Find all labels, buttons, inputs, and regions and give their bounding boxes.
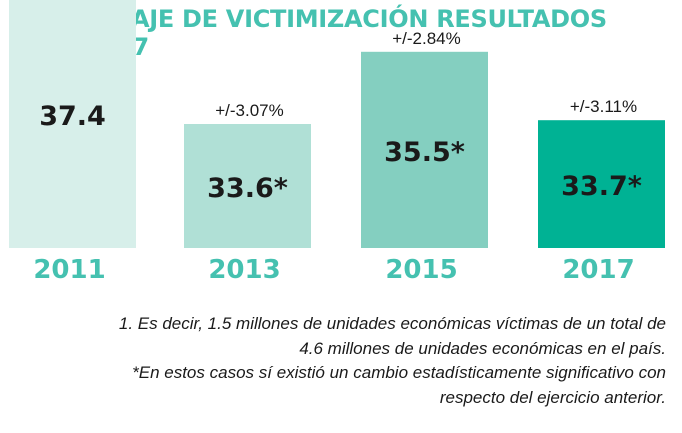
value-label-2017: 33.7* (561, 171, 642, 202)
bar-2011 (9, 0, 136, 248)
error-label-2013: +/-3.07% (215, 101, 284, 120)
error-label-2017: +/-3.11% (570, 97, 637, 116)
footnotes: 1. Es decir, 1.5 millones de unidades ec… (6, 312, 666, 410)
value-label-2013: 33.6* (207, 173, 288, 204)
error-label-2015: +/-2.84% (392, 29, 461, 48)
bar-2015 (361, 51, 488, 248)
year-label-2013: 2013 (208, 255, 280, 285)
bar-2017 (538, 120, 665, 248)
footnote-line-1: 1. Es decir, 1.5 millones de unidades ec… (118, 314, 666, 333)
value-label-2015: 35.5* (384, 137, 465, 168)
value-label-2011: 37.4 (39, 101, 106, 132)
year-label-2017: 2017 (562, 255, 634, 285)
year-label-2011: 2011 (33, 255, 105, 285)
bar-2013 (184, 124, 311, 248)
footnote-line-3: *En estos casos sí existió un cambio est… (132, 363, 666, 382)
bar-chart: 37.4+/- 3.57%201133.6*+/-3.07%201335.5*+… (9, 0, 665, 285)
year-label-2015: 2015 (385, 255, 457, 285)
footnote-line-4: respecto del ejercicio anterior. (439, 387, 666, 407)
footnote-line-2: 4.6 millones de unidades económicas en e… (299, 338, 666, 358)
